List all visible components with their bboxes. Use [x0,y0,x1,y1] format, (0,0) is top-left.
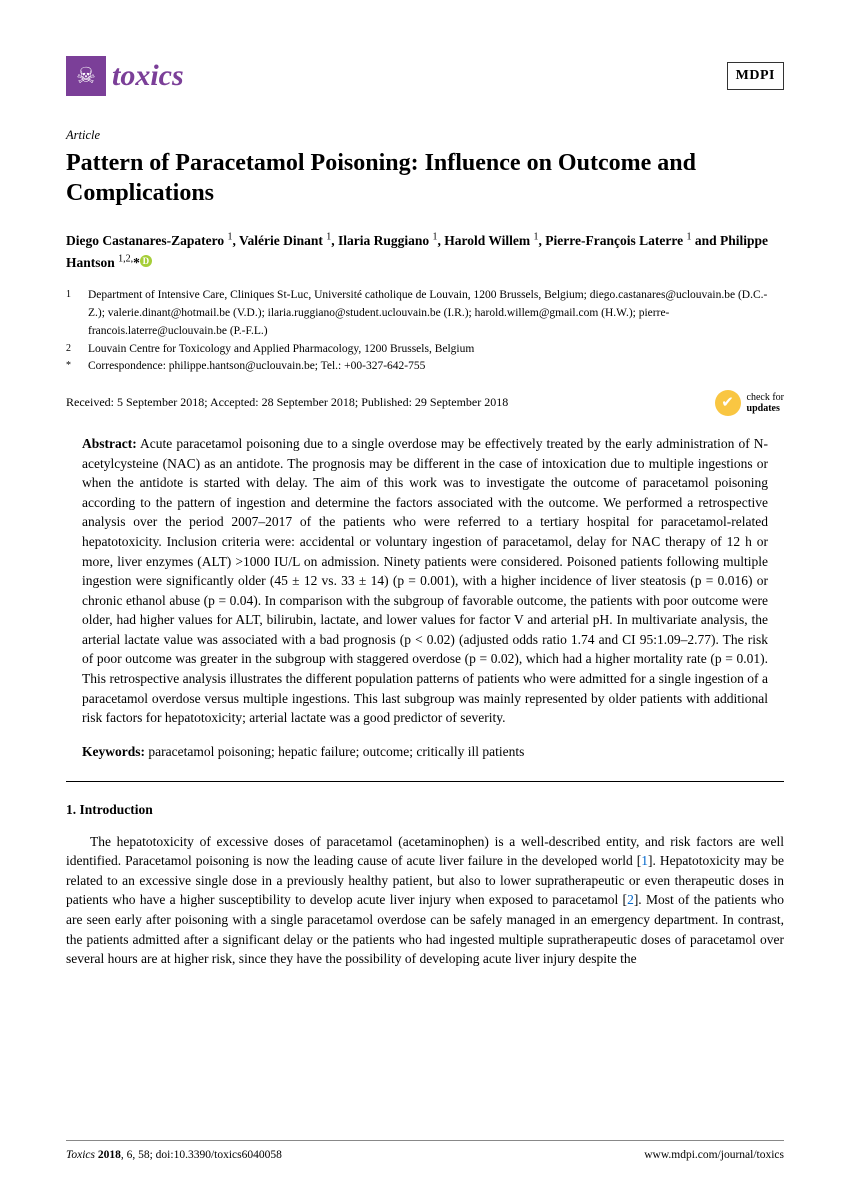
check-for-updates[interactable]: ✔ check for updates [715,390,784,416]
abstract-label: Abstract: [82,436,137,451]
orcid-icon[interactable]: D [140,255,152,267]
affiliation-row: 2Louvain Centre for Toxicology and Appli… [66,341,784,359]
affiliations: 1Department of Intensive Care, Cliniques… [66,287,784,376]
footer-url: www.mdpi.com/journal/toxics [644,1147,784,1164]
header-row: ☠ toxics MDPI [66,54,784,98]
page-footer: Toxics 2018, 6, 58; doi:10.3390/toxics60… [66,1140,784,1164]
abstract-text: Acute paracetamol poisoning due to a sin… [82,436,768,725]
abstract: Abstract: Acute paracetamol poisoning du… [66,434,784,727]
ref-link-2[interactable]: 2 [627,892,634,907]
skull-icon: ☠ [66,56,106,96]
publication-dates: Received: 5 September 2018; Accepted: 28… [66,394,508,411]
affiliation-row: 1Department of Intensive Care, Cliniques… [66,287,784,340]
article-type: Article [66,126,784,144]
check-updates-icon: ✔ [715,390,741,416]
ref-link-1[interactable]: 1 [641,853,648,868]
keywords-label: Keywords: [82,744,145,759]
authors-list: Diego Castanares-Zapatero 1, Valérie Din… [66,230,784,274]
separator-line [66,781,784,782]
affiliation-row: *Correspondence: philippe.hantson@uclouv… [66,358,784,376]
dates-row: Received: 5 September 2018; Accepted: 28… [66,390,784,416]
intro-paragraph: The hepatotoxicity of excessive doses of… [66,832,784,969]
journal-name: toxics [112,54,184,98]
keywords-text: paracetamol poisoning; hepatic failure; … [145,744,524,759]
article-title: Pattern of Paracetamol Poisoning: Influe… [66,148,784,208]
publisher-logo: MDPI [727,62,784,90]
section-heading: 1. Introduction [66,800,784,820]
journal-logo: ☠ toxics [66,54,184,98]
footer-citation: Toxics 2018, 6, 58; doi:10.3390/toxics60… [66,1147,282,1164]
keywords: Keywords: paracetamol poisoning; hepatic… [66,742,784,762]
